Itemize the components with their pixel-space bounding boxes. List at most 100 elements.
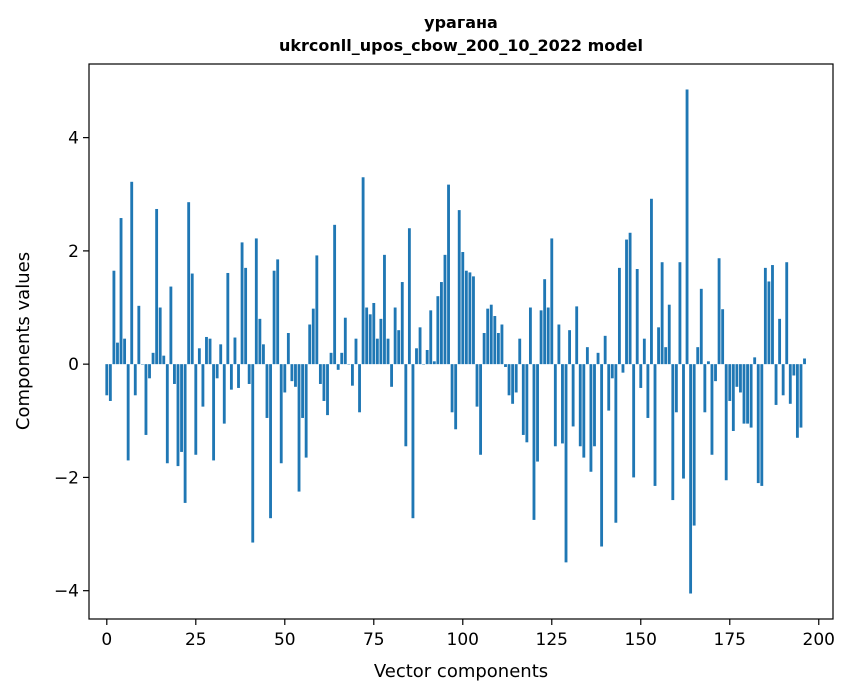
bar-20 bbox=[176, 364, 180, 467]
x-tick-label: 75 bbox=[363, 630, 385, 650]
y-axis-ticks: −4 −2 0 2 4 bbox=[54, 129, 89, 602]
bar-60 bbox=[318, 364, 322, 384]
bar-137 bbox=[593, 364, 596, 447]
bar-56 bbox=[304, 364, 308, 458]
bar-42 bbox=[254, 238, 258, 365]
bar-190 bbox=[781, 364, 785, 396]
bar-131 bbox=[571, 364, 575, 427]
bar-173 bbox=[721, 309, 725, 365]
bar-178 bbox=[739, 364, 742, 393]
x-axis-ticks: 0 25 50 75 100 125 150 175 200 bbox=[101, 619, 835, 650]
bar-136 bbox=[589, 364, 593, 472]
bar-97 bbox=[450, 364, 454, 413]
bar-162 bbox=[682, 364, 685, 479]
y-tick-label: 0 bbox=[68, 355, 79, 375]
bar-102 bbox=[468, 272, 472, 365]
bar-64 bbox=[333, 224, 337, 365]
bar-16 bbox=[162, 355, 166, 365]
bar-9 bbox=[137, 305, 141, 365]
bar-180 bbox=[746, 364, 749, 424]
bar-125 bbox=[550, 238, 554, 365]
bar-119 bbox=[528, 307, 532, 365]
bar-140 bbox=[603, 335, 607, 365]
bar-174 bbox=[724, 364, 728, 481]
bar-35 bbox=[229, 364, 233, 390]
bar-124 bbox=[546, 307, 550, 365]
bar-4 bbox=[119, 218, 123, 365]
bar-91 bbox=[429, 310, 433, 365]
bar-104 bbox=[475, 364, 479, 407]
bar-181 bbox=[749, 364, 753, 428]
bar-63 bbox=[329, 352, 333, 365]
bar-95 bbox=[443, 254, 447, 365]
bar-164 bbox=[689, 364, 693, 594]
bar-61 bbox=[322, 364, 326, 401]
bar-85 bbox=[407, 228, 411, 365]
bar-109 bbox=[493, 316, 497, 365]
bar-40 bbox=[247, 364, 251, 384]
bar-156 bbox=[660, 262, 664, 365]
bar-108 bbox=[489, 304, 493, 365]
bar-38 bbox=[240, 242, 244, 365]
bar-133 bbox=[578, 364, 582, 447]
bar-161 bbox=[678, 262, 682, 365]
bar-88 bbox=[418, 327, 422, 365]
bar-100 bbox=[461, 252, 465, 365]
bar-167 bbox=[699, 288, 703, 365]
bar-134 bbox=[582, 364, 586, 458]
bar-183 bbox=[756, 364, 760, 484]
bar-165 bbox=[692, 364, 696, 526]
bar-28 bbox=[205, 336, 208, 365]
bar-81 bbox=[393, 307, 397, 365]
bar-22 bbox=[183, 364, 187, 503]
bar-12 bbox=[148, 364, 151, 379]
bar-86 bbox=[411, 364, 415, 519]
bar-51 bbox=[286, 333, 290, 365]
bar-144 bbox=[617, 267, 621, 365]
bar-52 bbox=[290, 364, 294, 382]
bar-84 bbox=[404, 364, 408, 447]
bar-53 bbox=[294, 364, 297, 387]
bar-146 bbox=[625, 239, 628, 365]
bar-75 bbox=[372, 302, 376, 365]
bar-66 bbox=[340, 352, 344, 365]
bar-37 bbox=[237, 364, 240, 388]
bar-139 bbox=[600, 364, 604, 547]
bar-19 bbox=[173, 364, 176, 384]
bar-114 bbox=[511, 364, 515, 404]
bar-1 bbox=[108, 364, 112, 401]
bar-50 bbox=[283, 364, 287, 393]
bar-59 bbox=[315, 255, 319, 365]
bar-120 bbox=[532, 364, 536, 520]
bar-29 bbox=[208, 338, 212, 365]
bar-175 bbox=[728, 364, 732, 401]
bar-3 bbox=[116, 342, 119, 365]
bar-153 bbox=[650, 198, 653, 365]
bar-107 bbox=[486, 308, 490, 365]
x-axis-label: Vector components bbox=[374, 661, 548, 682]
x-tick-label: 25 bbox=[185, 630, 207, 650]
bar-189 bbox=[778, 318, 782, 365]
bar-129 bbox=[564, 364, 568, 563]
bar-182 bbox=[753, 357, 757, 365]
bar-130 bbox=[568, 330, 571, 365]
bar-31 bbox=[215, 364, 219, 379]
bar-112 bbox=[504, 364, 507, 367]
bar-55 bbox=[301, 364, 305, 418]
bar-49 bbox=[279, 364, 283, 464]
bar-44 bbox=[262, 344, 265, 365]
bar-70 bbox=[354, 338, 358, 365]
bar-96 bbox=[447, 184, 450, 365]
bar-168 bbox=[703, 364, 707, 413]
bar-127 bbox=[557, 324, 561, 365]
bar-118 bbox=[525, 364, 529, 443]
x-tick-label: 50 bbox=[274, 630, 296, 650]
bar-57 bbox=[308, 324, 312, 365]
bar-123 bbox=[543, 279, 547, 365]
bar-43 bbox=[258, 318, 262, 365]
bar-141 bbox=[607, 364, 611, 411]
bar-73 bbox=[365, 307, 369, 365]
bar-148 bbox=[632, 364, 636, 478]
